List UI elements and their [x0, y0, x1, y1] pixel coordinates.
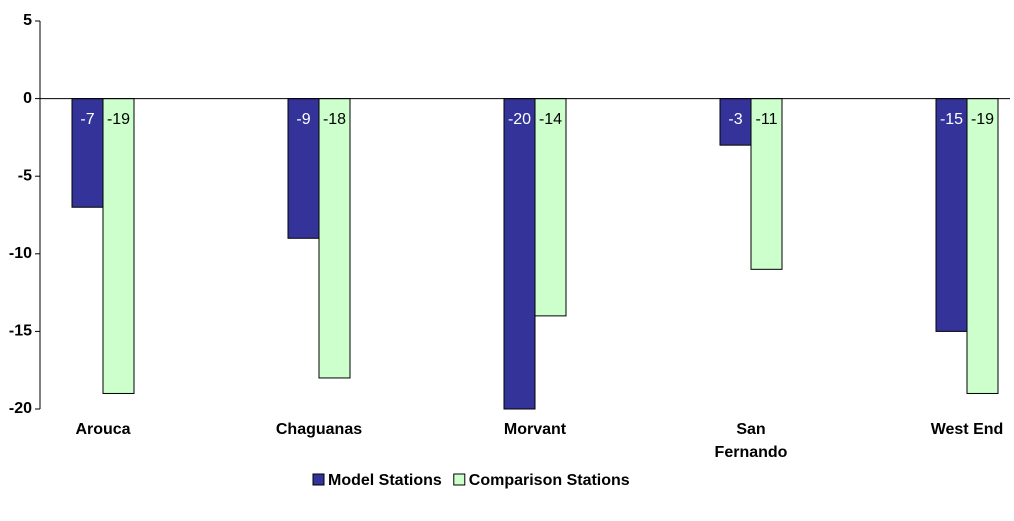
data-label: -9: [296, 111, 310, 128]
y-tick-label: 0: [23, 90, 32, 107]
bar: [102, 98, 135, 394]
bar: [719, 98, 752, 146]
y-tick-label: -10: [9, 245, 32, 262]
x-tick-label-line: San: [736, 421, 765, 438]
x-tick-label: San Fernando: [715, 421, 788, 461]
x-tick-label: Morvant: [504, 421, 567, 438]
data-label: -3: [728, 111, 742, 128]
x-tick-label: Arouca: [75, 421, 130, 438]
bar: [287, 98, 320, 239]
y-tick-label: 5: [23, 12, 32, 29]
bar: [750, 98, 783, 270]
legend-label: Model Stations: [328, 472, 442, 489]
bar: [318, 98, 351, 379]
data-label: -19: [971, 111, 994, 128]
data-label: -18: [323, 111, 346, 128]
y-tick-label: -15: [9, 323, 32, 340]
data-label: -14: [539, 111, 562, 128]
data-label: -11: [756, 111, 778, 128]
data-label: -7: [80, 111, 94, 128]
data-label: -19: [107, 111, 130, 128]
x-tick-label: Chaguanas: [276, 421, 362, 438]
legend-swatch: [312, 473, 325, 486]
x-tick-label-line: Fernando: [715, 444, 788, 461]
x-tick-label: West End: [931, 421, 1004, 438]
y-tick-label: -5: [18, 167, 32, 184]
bar: [534, 98, 567, 317]
data-label: -15: [940, 111, 963, 128]
legend-label: Comparison Stations: [469, 472, 630, 489]
bar: [503, 98, 536, 410]
y-tick-label: -20: [9, 400, 32, 417]
bar: [935, 98, 968, 332]
legend-swatch: [453, 473, 466, 486]
bar: [966, 98, 999, 394]
bar: [71, 98, 104, 208]
data-label: -20: [508, 111, 531, 128]
